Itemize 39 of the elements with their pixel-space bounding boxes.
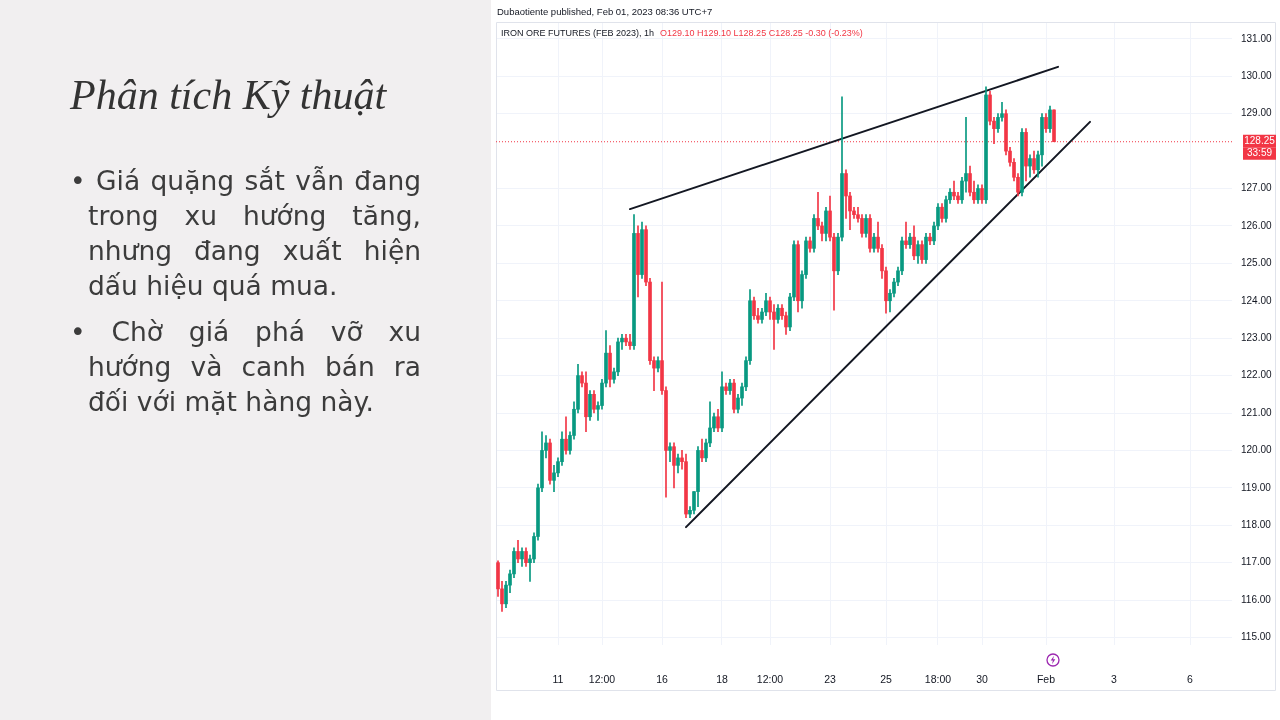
y-tick-label: 116.00 [1241,593,1272,605]
y-tick-label: 118.00 [1241,519,1272,531]
y-tick-label: 131.00 [1241,32,1273,44]
candlestick [952,180,956,201]
x-tick-label: 11 [552,673,564,686]
text: Phân tích Kỹ thuật [70,71,387,120]
text: 33:59 [1246,147,1273,159]
x-tick-label: 12:00 [756,673,784,686]
y-tick-label: 127.00 [1241,182,1273,194]
y-tick-label: 124.00 [1241,294,1273,306]
x-tick-label: 3 [1111,673,1118,686]
y-tick-label: 121.00 [1241,406,1273,418]
y-tick-label: 120.00 [1241,444,1273,456]
x-tick-label: 18 [716,673,728,686]
y-tick-label: 125.00 [1241,257,1273,269]
y-tick-label: 126.00 [1241,219,1273,231]
x-tick-label: 25 [880,673,892,686]
candlestick [904,221,908,249]
x-tick-label: 16 [656,673,668,686]
text: • Giá quặng sắt vẫn đang trong xu hướng tăng, nhưng đang xuất hiện dấu hiệu quá mua. [70,164,421,303]
y-tick-label: 129.00 [1241,107,1273,119]
annotation: O129.10 H129.10 L128.25 C128.25 -0.30 (-0.23%) [660,28,863,38]
y-tick-label: 119.00 [1241,481,1272,493]
x-tick-label: 12:00 [588,673,616,686]
y-tick-label: 123.00 [1241,331,1273,343]
ref-line-label: 128.25 [1244,135,1276,147]
y-tick-label: 122.00 [1241,369,1273,381]
x-tick-label: 30 [976,673,988,686]
y-tick-label: 130.00 [1241,70,1273,82]
y-tick-label: 115.00 [1241,631,1272,643]
candlestick [628,334,632,350]
text: Dubaotiente published, Feb 01, 2023 08:36 UTC+7 [497,6,713,18]
x-tick-label: Feb [1036,673,1056,686]
x-tick-label: 6 [1187,673,1194,686]
x-tick-label: 18:00 [924,673,952,686]
x-tick-label: 23 [824,673,836,686]
text: IRON ORE FUTURES (FEB 2023), 1h [501,28,655,38]
y-tick-label: 117.00 [1241,556,1272,568]
text: • Chờ giá phá vỡ xu hướng và canh bán ra đối với mặt hàng này. [70,315,421,419]
